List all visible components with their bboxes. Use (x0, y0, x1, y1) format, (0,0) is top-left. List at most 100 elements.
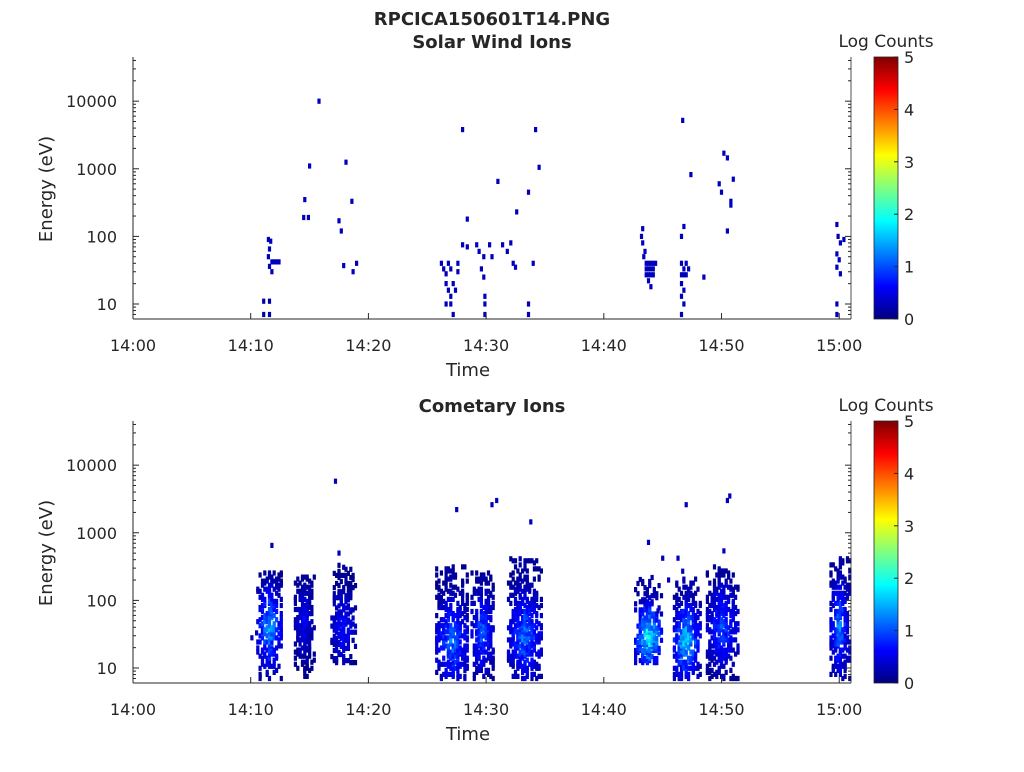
heatmap-cell (834, 627, 838, 633)
heatmap-cell (275, 602, 279, 609)
heatmap-cell (270, 574, 274, 580)
heatmap-cell (465, 617, 469, 623)
heatmap-cell (644, 260, 648, 266)
heatmap-cell (446, 287, 450, 293)
heatmap-cell (479, 586, 483, 592)
heatmap-cell (535, 637, 539, 643)
heatmap-cell (491, 655, 495, 661)
heatmap-cell (729, 675, 733, 682)
heatmap-cell (679, 663, 684, 669)
heatmap-cell (728, 493, 732, 499)
heatmap-cell (477, 667, 481, 673)
heatmap-cell (465, 647, 469, 653)
heatmap-cell (677, 659, 681, 665)
heatmap-cell (689, 172, 693, 178)
heatmap-cell (308, 621, 312, 627)
heatmap-cell (689, 580, 693, 586)
heatmap-cell (300, 645, 305, 651)
heatmap-cell (491, 661, 495, 667)
heatmap-cell (482, 572, 486, 578)
heatmap-cell (479, 572, 483, 578)
heatmap-cell (530, 619, 534, 625)
heatmap-cell (353, 623, 358, 629)
heatmap-cell (267, 627, 272, 633)
heatmap-cell (511, 641, 515, 647)
heatmap-cell (449, 602, 453, 609)
heatmap-cell (272, 613, 276, 619)
heatmap-cell (843, 637, 847, 643)
heatmap-cell (677, 627, 681, 633)
heatmap-cell (717, 602, 721, 609)
heatmap-cell (646, 539, 651, 545)
heatmap-cell (308, 633, 312, 639)
heatmap-cell (339, 621, 343, 627)
heatmap-cell (679, 260, 684, 266)
heatmap-cell (335, 605, 339, 611)
heatmap-cell (646, 278, 651, 284)
heatmap-cell (484, 667, 488, 673)
heatmap-cell (346, 611, 350, 617)
heatmap-cell (523, 562, 527, 568)
heatmap-cell (272, 598, 276, 604)
heatmap-cell (509, 653, 513, 659)
heatmap-cell (351, 629, 355, 635)
heatmap-cell (351, 576, 355, 583)
heatmap-cell (679, 608, 684, 615)
heatmap-cell (679, 272, 684, 278)
heatmap-cell (463, 629, 467, 635)
heatmap-cell (529, 519, 533, 525)
heatmap-cell (641, 617, 645, 623)
x-tick-label: 14:30 (463, 336, 509, 355)
heatmap-cell (349, 607, 353, 613)
heatmap-cell (724, 669, 728, 675)
heatmap-cell (684, 669, 688, 675)
heatmap-cell (684, 619, 688, 625)
heatmap-cell (451, 572, 455, 578)
heatmap-cell (698, 611, 702, 617)
heatmap-cell (843, 590, 847, 596)
heatmap-cell (272, 586, 276, 592)
heatmap-cell (275, 580, 279, 586)
heatmap-cell (535, 602, 539, 609)
heatmap-cell (725, 155, 729, 161)
heatmap-cell (501, 242, 505, 248)
heatmap-cell (705, 611, 709, 617)
heatmap-cell (351, 585, 355, 591)
heatmap-cell (838, 562, 842, 568)
heatmap-cell (528, 641, 532, 647)
heatmap-cell (836, 233, 840, 239)
heatmap-cell (649, 266, 653, 272)
heatmap-cell (263, 586, 267, 592)
heatmap-cell (526, 311, 531, 318)
heatmap-cell (636, 645, 640, 651)
heatmap-cell (332, 570, 336, 576)
heatmap-cell (841, 639, 845, 645)
heatmap-cell (477, 590, 481, 596)
heatmap-cell (475, 669, 479, 675)
heatmap-cell (694, 665, 698, 671)
heatmap-cell (337, 631, 341, 637)
heatmap-cell (486, 615, 491, 621)
heatmap-cell (482, 254, 486, 260)
heatmap-cell (645, 599, 649, 605)
heatmap-cell (489, 637, 493, 643)
heatmap-cell (684, 673, 688, 679)
heatmap-cell (717, 665, 721, 671)
heatmap-cell (444, 635, 448, 641)
heatmap-cell (303, 582, 307, 588)
heatmap-cell (523, 645, 527, 651)
heatmap-cell (344, 611, 348, 617)
heatmap-cell (710, 643, 714, 649)
heatmap-cell (260, 621, 265, 627)
heatmap-cell (342, 564, 346, 570)
heatmap-cell (308, 584, 312, 590)
heatmap-cell (456, 613, 460, 619)
heatmap-cell (351, 572, 355, 578)
heatmap-cell (657, 645, 661, 651)
heatmap-cell (661, 555, 665, 561)
heatmap-cell (528, 661, 532, 667)
heatmap-cell (691, 611, 695, 617)
heatmap-cell (275, 584, 279, 590)
heatmap-cell (296, 576, 300, 582)
heatmap-cell (672, 594, 676, 600)
